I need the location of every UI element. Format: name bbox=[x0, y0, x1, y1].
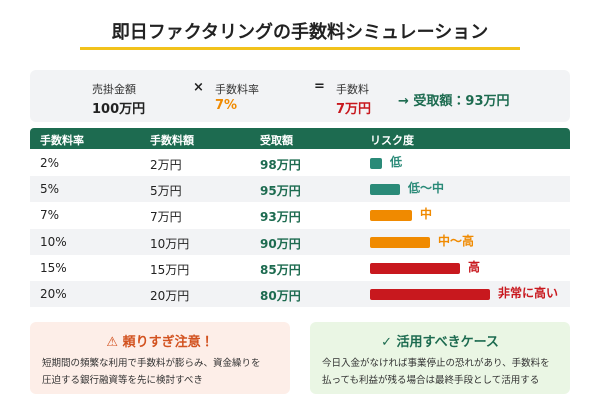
note-text: 短期間の頻繁な利用で手数料が膨らみ、資金繰りを bbox=[42, 358, 261, 369]
fee-rate: 15% bbox=[40, 260, 67, 275]
table-row bbox=[30, 228, 570, 255]
risk-bar bbox=[370, 184, 400, 196]
column-header: 受取額 bbox=[260, 134, 293, 147]
risk-bar bbox=[370, 289, 490, 300]
fee-amount: 15万円 bbox=[150, 262, 190, 277]
table-row bbox=[30, 150, 570, 176]
note-title: ⚠ 頼りすぎ注意！ bbox=[106, 335, 214, 350]
risk-level: 中 bbox=[420, 207, 433, 222]
risk-bar bbox=[370, 236, 430, 248]
title: 即日ファクタリングの手数料シミュレーション bbox=[111, 22, 489, 43]
table-row bbox=[30, 176, 570, 203]
operator: × bbox=[193, 80, 204, 95]
column-header: リスク度 bbox=[370, 134, 414, 147]
warning-box: ⚠ 頼りすぎ注意！ 短期間の頻繁な利用で手数料が膨らみ、資金繰りを 圧迫する銀行… bbox=[30, 322, 290, 394]
received-amount: 80万円 bbox=[260, 289, 301, 303]
table-row bbox=[30, 202, 570, 229]
summary-label: 売掛金額 bbox=[92, 83, 136, 96]
operator: = bbox=[314, 79, 325, 94]
fee-amount: 10万円 bbox=[150, 236, 190, 251]
fee-rate: 20% bbox=[40, 287, 67, 301]
table-row bbox=[30, 254, 570, 281]
table-header bbox=[30, 128, 570, 149]
summary-label: 手数料 bbox=[336, 83, 369, 96]
received-amount: 98万円 bbox=[260, 158, 301, 172]
summary-result: → 受取額：93万円 bbox=[398, 94, 510, 109]
note-text: 今日入金がなければ事業停止の恐れがあり、手数料を bbox=[322, 358, 550, 369]
summary-value: 100万円 bbox=[92, 102, 146, 117]
fee-amount: 7万円 bbox=[150, 210, 182, 225]
risk-level: 高 bbox=[468, 259, 481, 274]
note-text: 払っても利益が残る場合は最終手段として活用する bbox=[322, 375, 540, 386]
title-underline bbox=[80, 47, 520, 50]
summary-value: 7万円 bbox=[336, 102, 372, 117]
column-header: 手数料額 bbox=[150, 134, 194, 147]
fee-rate: 7% bbox=[40, 208, 60, 223]
risk-level: 低 bbox=[390, 155, 403, 169]
column-header: 手数料率 bbox=[40, 134, 84, 147]
fee-amount: 2万円 bbox=[150, 158, 182, 172]
risk-level: 低〜中 bbox=[408, 181, 445, 196]
risk-bar bbox=[370, 262, 460, 274]
note-title: ✓ 活用すべきケース bbox=[381, 335, 499, 350]
fee-rate: 2% bbox=[40, 156, 60, 170]
fee-rate: 5% bbox=[40, 182, 60, 197]
received-amount: 90万円 bbox=[260, 236, 301, 251]
summary-box bbox=[30, 70, 570, 122]
summary-label: 手数料率 bbox=[215, 83, 259, 96]
fee-amount: 20万円 bbox=[150, 289, 190, 303]
note-text: 圧迫する銀行融資等を先に検討すべき bbox=[42, 375, 203, 386]
risk-bar bbox=[370, 158, 382, 169]
usecase-box: ✓ 活用すべきケース 今日入金がなければ事業停止の恐れがあり、手数料を 払っても… bbox=[310, 322, 570, 394]
risk-level: 非常に高い bbox=[498, 286, 559, 300]
summary-value: 7% bbox=[215, 98, 238, 113]
fee-rate: 10% bbox=[40, 234, 67, 249]
received-amount: 95万円 bbox=[260, 184, 301, 199]
risk-bar bbox=[370, 210, 412, 222]
fee-amount: 5万円 bbox=[150, 184, 182, 199]
received-amount: 93万円 bbox=[260, 210, 301, 225]
received-amount: 85万円 bbox=[260, 262, 301, 277]
risk-level: 中〜高 bbox=[438, 233, 475, 248]
